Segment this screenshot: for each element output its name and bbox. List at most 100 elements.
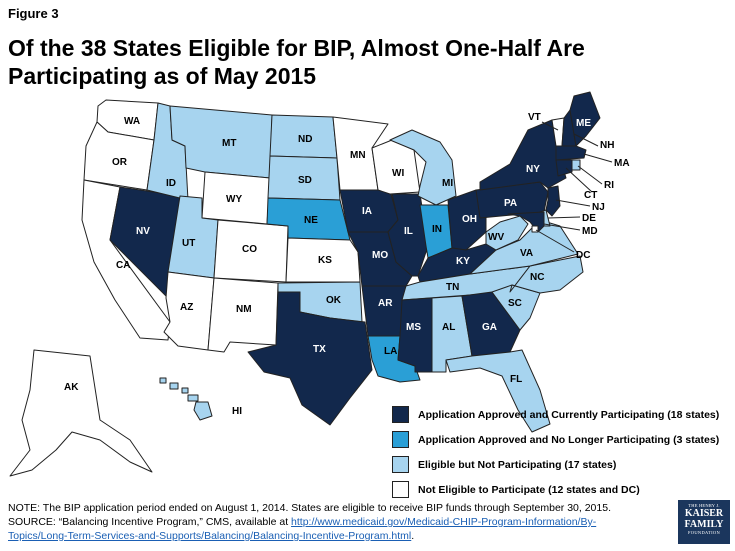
label-or: OR <box>112 157 128 168</box>
label-nj: NJ <box>592 202 605 213</box>
label-de: DE <box>582 213 596 224</box>
leader-vt <box>541 121 559 131</box>
label-nm: NM <box>236 304 252 315</box>
state-tx <box>247 291 373 426</box>
legend-label: Not Eligible to Participate (12 states a… <box>418 483 640 496</box>
label-nd: ND <box>298 134 312 145</box>
label-tn: TN <box>446 282 459 293</box>
label-ak: AK <box>64 382 79 393</box>
state-hi-5 <box>193 401 213 421</box>
state-ct <box>555 159 573 177</box>
source-line: SOURCE: “Balancing Incentive Program,” C… <box>8 515 668 529</box>
source-prefix: SOURCE: “Balancing Incentive Program,” C… <box>8 516 292 528</box>
figure-label: Figure 3 <box>8 6 59 21</box>
label-ny: NY <box>526 164 540 175</box>
state-wv <box>485 215 529 251</box>
label-wv: WV <box>488 232 504 243</box>
leader-nj <box>555 199 591 207</box>
legend-label: Eligible but Not Participating (17 state… <box>418 458 617 471</box>
label-ri: RI <box>604 180 614 191</box>
legend-swatch-eligible-not <box>392 456 409 473</box>
label-mn: MN <box>350 150 366 161</box>
legend-label: Application Approved and Currently Parti… <box>418 408 720 421</box>
source-suffix: . <box>411 530 415 542</box>
footnote: NOTE: The BIP application period ended o… <box>8 501 668 543</box>
label-va: VA <box>520 248 533 259</box>
label-ms: MS <box>406 322 421 333</box>
leader-ma <box>583 153 613 163</box>
label-pa: PA <box>504 198 517 209</box>
legend: Application Approved and Currently Parti… <box>392 402 719 502</box>
state-va <box>469 219 579 275</box>
state-hi-1 <box>159 377 167 384</box>
legend-item-no-longer: Application Approved and No Longer Parti… <box>392 427 719 452</box>
label-in: IN <box>432 224 442 235</box>
logo-line-4: FOUNDATION <box>688 530 720 535</box>
legend-swatch-participating <box>392 406 409 423</box>
label-ky: KY <box>456 256 470 267</box>
legend-label: Application Approved and No Longer Parti… <box>418 433 720 446</box>
label-ok: OK <box>326 295 342 306</box>
logo-line-1: THE HENRY J. <box>688 503 720 508</box>
label-nh: NH <box>600 140 614 151</box>
label-vt: VT <box>528 112 541 123</box>
state-ks <box>285 237 361 283</box>
leader-ri <box>577 165 603 185</box>
label-md: MD <box>582 226 598 237</box>
leader-de <box>547 216 581 219</box>
state-hi-3 <box>181 387 189 394</box>
label-hi: HI <box>232 406 242 417</box>
label-ma: MA <box>614 158 630 169</box>
label-sc: SC <box>508 298 522 309</box>
legend-swatch-no-longer <box>392 431 409 448</box>
label-ga: GA <box>482 322 497 333</box>
state-ms <box>397 297 433 373</box>
title-line-1: Of the 38 States Eligible for BIP, Almos… <box>8 35 585 61</box>
label-il: IL <box>404 226 413 237</box>
state-nj <box>545 185 561 217</box>
label-me: ME <box>576 118 591 129</box>
state-ma <box>555 145 587 161</box>
label-ar: AR <box>378 298 393 309</box>
state-ny <box>479 119 567 191</box>
label-wa: WA <box>124 116 140 127</box>
legend-swatch-not-eligible <box>392 481 409 498</box>
state-ri <box>571 159 581 171</box>
label-ia: IA <box>362 206 372 217</box>
leader-lines <box>535 121 613 253</box>
legend-item-participating: Application Approved and Currently Parti… <box>392 402 719 427</box>
legend-item-eligible-not: Eligible but Not Participating (17 state… <box>392 452 719 477</box>
state-nm <box>207 277 279 353</box>
label-mt: MT <box>222 138 236 149</box>
kff-logo: THE HENRY J. KAISER FAMILY FOUNDATION <box>678 500 730 544</box>
logo-line-2: KAISER <box>684 508 724 519</box>
source-link-part-1[interactable]: http://www.medicaid.gov/Medicaid-CHIP-Pr… <box>291 516 597 528</box>
label-ut: UT <box>182 238 195 249</box>
label-fl: FL <box>510 374 522 385</box>
note-line: NOTE: The BIP application period ended o… <box>8 502 611 514</box>
leader-md <box>543 223 581 231</box>
legend-item-not-eligible: Not Eligible to Participate (12 states a… <box>392 477 719 502</box>
label-ct: CT <box>584 190 597 201</box>
label-ks: KS <box>318 255 332 266</box>
label-al: AL <box>442 322 455 333</box>
state-fl <box>445 349 551 433</box>
label-sd: SD <box>298 175 312 186</box>
label-id: ID <box>166 178 176 189</box>
label-nv: NV <box>136 226 150 237</box>
label-tx: TX <box>313 344 326 355</box>
label-oh: OH <box>462 214 477 225</box>
state-sc <box>491 284 541 331</box>
label-az: AZ <box>180 302 193 313</box>
label-ne: NE <box>304 215 318 226</box>
logo-line-3: FAMILY <box>684 519 724 530</box>
source-line-2: Topics/Long-Term-Services-and-Supports/B… <box>8 529 668 543</box>
label-co: CO <box>242 244 257 255</box>
label-mi: MI <box>442 178 453 189</box>
leader-ct <box>565 167 593 193</box>
source-link-part-2[interactable]: Topics/Long-Term-Services-and-Supports/B… <box>8 530 412 542</box>
label-nc: NC <box>530 272 544 283</box>
label-la: LA <box>384 346 397 357</box>
chart-title: Of the 38 States Eligible for BIP, Almos… <box>8 34 608 90</box>
